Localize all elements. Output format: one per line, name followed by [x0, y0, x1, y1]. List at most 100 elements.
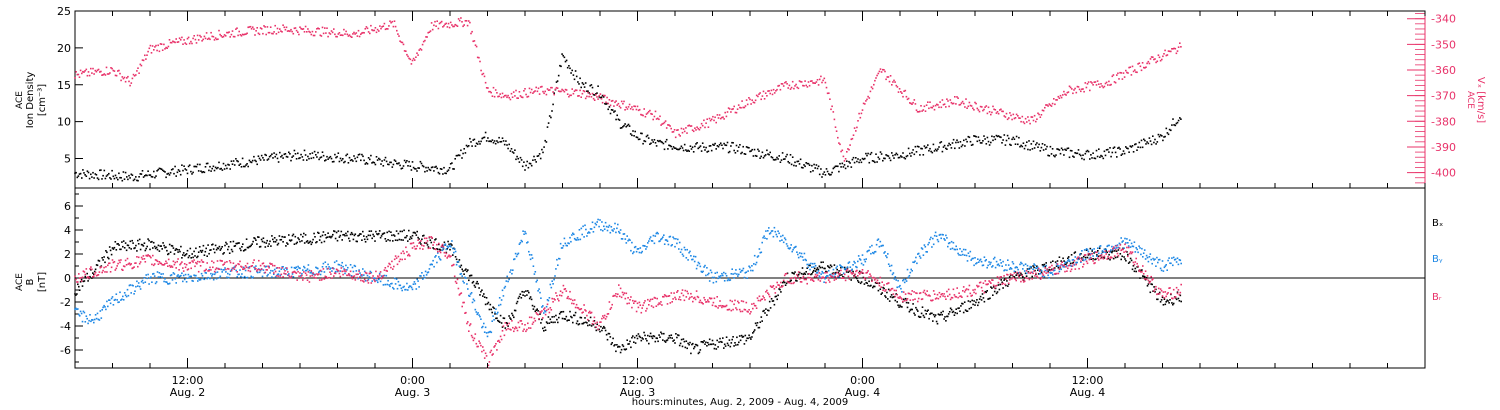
data-point: [712, 343, 715, 345]
data-point: [218, 161, 220, 164]
data-point: [726, 111, 729, 113]
data-point: [1120, 237, 1122, 239]
data-point: [581, 322, 583, 325]
data-point: [806, 86, 809, 88]
data-point: [280, 156, 282, 158]
data-point: [529, 327, 532, 329]
data-point: [194, 38, 197, 41]
data-point: [236, 242, 238, 245]
data-point: [444, 243, 447, 245]
data-point: [894, 154, 896, 156]
data-point: [402, 250, 404, 253]
data-point: [357, 273, 359, 275]
data-point: [886, 256, 888, 259]
data-point: [242, 165, 245, 168]
data-point: [899, 304, 901, 307]
data-point: [1003, 269, 1005, 272]
data-point: [591, 323, 594, 325]
data-point: [304, 154, 307, 156]
data-point: [655, 118, 658, 120]
data-point: [652, 118, 654, 121]
data-point: [261, 262, 264, 265]
right-tick-label: -340: [1431, 13, 1456, 26]
data-point: [362, 268, 364, 270]
data-point: [706, 267, 708, 269]
data-point: [579, 89, 581, 92]
data-point: [730, 273, 733, 275]
data-point: [469, 274, 472, 277]
data-point: [679, 147, 681, 150]
data-point: [190, 40, 192, 43]
data-point: [958, 147, 961, 149]
data-point: [640, 252, 643, 254]
data-point: [181, 36, 183, 39]
data-point: [576, 237, 579, 239]
data-point: [92, 272, 94, 274]
data-point: [490, 308, 493, 311]
data-point: [828, 274, 831, 276]
data-point: [342, 265, 344, 268]
data-point: [525, 232, 527, 235]
data-point: [1131, 245, 1134, 247]
data-point: [570, 315, 572, 318]
data-point: [97, 68, 100, 71]
data-point: [546, 126, 549, 128]
data-point: [274, 155, 276, 158]
data-point: [695, 129, 697, 131]
data-point: [626, 339, 628, 341]
data-point: [512, 326, 514, 329]
data-point: [400, 41, 403, 43]
data-point: [613, 111, 615, 113]
data-point: [544, 310, 547, 313]
data-point: [316, 28, 318, 30]
data-point: [255, 268, 257, 270]
data-point: [724, 144, 726, 146]
data-point: [939, 313, 942, 316]
data-point: [111, 259, 114, 261]
data-point: [745, 99, 748, 101]
data-point: [205, 268, 207, 271]
data-point: [877, 72, 880, 75]
data-point: [981, 264, 984, 267]
data-point: [483, 331, 486, 333]
data-point: [755, 324, 758, 327]
data-point: [584, 82, 587, 84]
data-point: [811, 266, 813, 268]
data-point: [696, 344, 699, 347]
data-point: [761, 95, 764, 97]
data-point: [791, 80, 794, 83]
data-point: [624, 238, 627, 240]
data-point: [333, 160, 335, 163]
data-point: [280, 268, 283, 270]
data-point: [826, 92, 829, 95]
data-point: [445, 251, 448, 254]
data-point: [734, 342, 736, 344]
data-point: [437, 252, 439, 254]
data-point: [288, 274, 290, 277]
data-point: [919, 257, 922, 259]
data-point: [592, 97, 595, 100]
data-point: [527, 166, 530, 169]
data-point: [731, 141, 733, 144]
data-point: [494, 89, 497, 91]
data-point: [182, 169, 184, 172]
data-point: [586, 314, 588, 317]
data-point: [534, 90, 536, 92]
data-point: [279, 28, 281, 30]
data-point: [639, 247, 642, 249]
data-point: [352, 33, 354, 35]
top-right-axis-label-line1: ACE: [1465, 91, 1475, 109]
data-point: [355, 160, 358, 163]
data-point: [134, 247, 136, 249]
data-point: [389, 239, 391, 242]
data-point: [84, 275, 87, 278]
data-point: [565, 315, 568, 318]
data-point: [918, 316, 921, 318]
data-point: [83, 71, 85, 73]
data-point: [793, 87, 795, 90]
data-point: [1148, 137, 1151, 139]
data-point: [1175, 261, 1178, 263]
data-point: [566, 319, 568, 322]
data-point: [361, 32, 363, 34]
data-point: [283, 236, 285, 238]
